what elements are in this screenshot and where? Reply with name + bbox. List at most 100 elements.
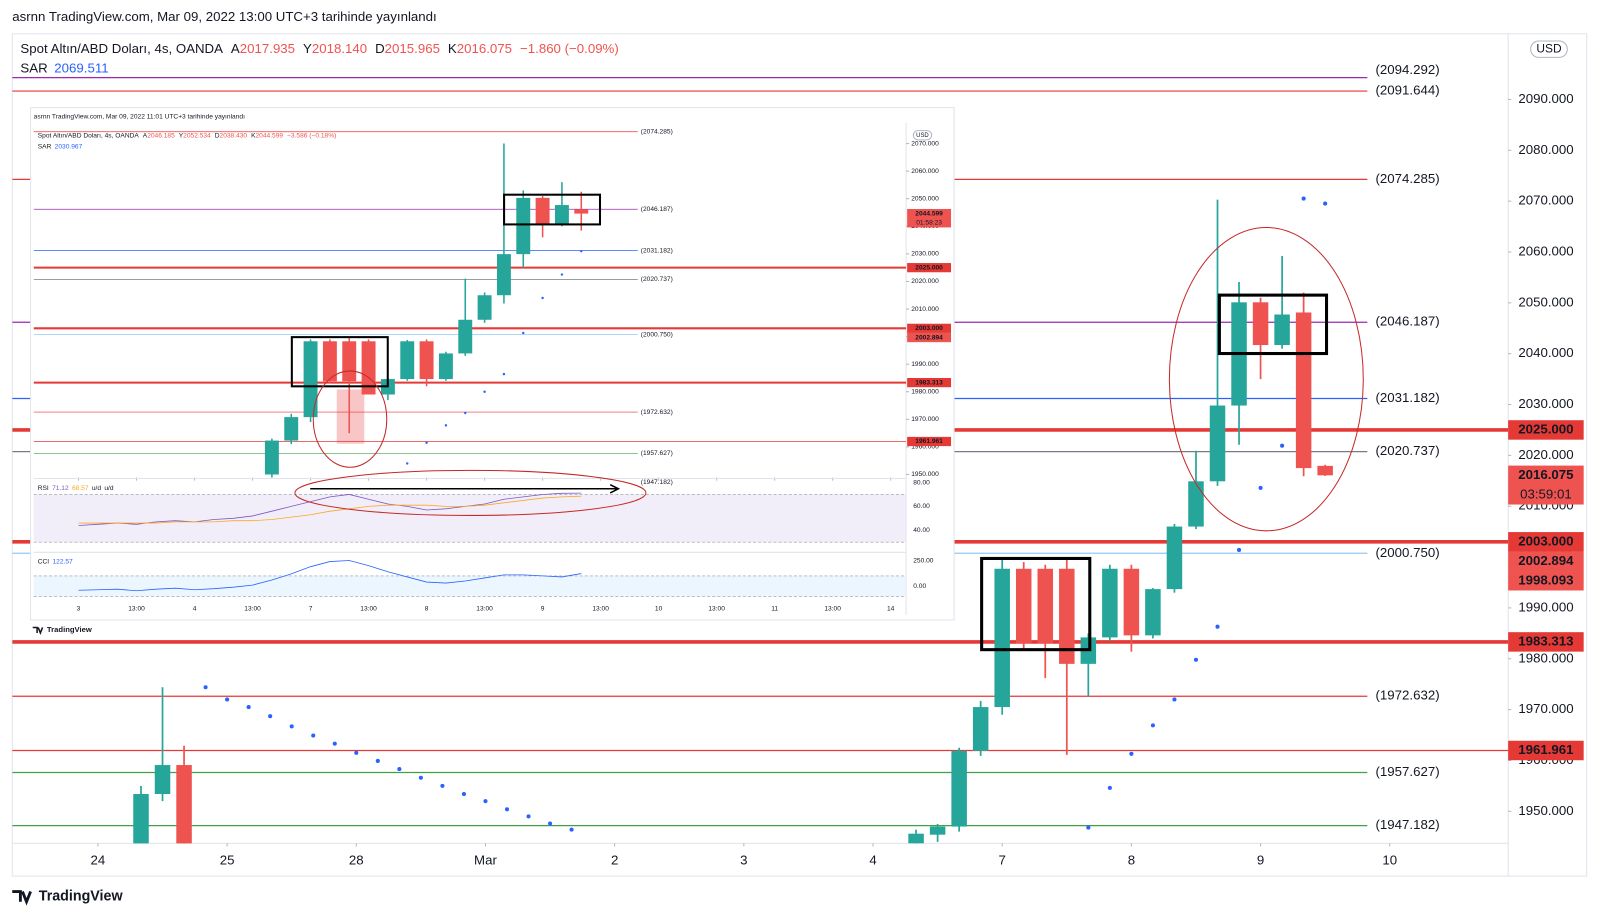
legend-item: CCI <box>38 558 50 565</box>
change: −3.586 (−0.18%) <box>287 132 336 139</box>
quote-value: 2017.935 <box>240 41 295 56</box>
quote-key: K <box>448 41 457 56</box>
x-tick-label: 9 <box>541 605 545 612</box>
candle-body <box>322 341 337 382</box>
price-tag-label: 1961.961 <box>1518 742 1574 757</box>
level-label: (1947.182) <box>1376 817 1440 832</box>
sar-dot <box>1150 723 1155 728</box>
inset-background <box>30 107 955 621</box>
candle-body <box>477 295 492 320</box>
candle-body <box>1102 568 1118 638</box>
candle-body <box>303 341 318 418</box>
y-tick-label: 1980.000 <box>1518 650 1573 665</box>
x-tick-label: 13:00 <box>476 605 493 612</box>
y-tick-label: 1980.000 <box>911 388 939 395</box>
indicator-line <box>78 492 582 526</box>
candle-body <box>133 794 149 844</box>
level-label: (2046.187) <box>641 206 673 213</box>
candle-body <box>419 341 434 380</box>
level-label: (1957.627) <box>1376 764 1440 779</box>
sar-dot <box>1258 485 1263 490</box>
sar-dot <box>289 724 294 729</box>
price-tag-timer: 01:58:23 <box>916 220 942 227</box>
arrow-head <box>609 484 621 494</box>
level-label: (2091.644) <box>1376 83 1440 98</box>
brand: TradingView <box>39 888 124 904</box>
currency-box <box>912 130 933 141</box>
symbol-line: Spot Altın/ABD Doları, 4s, OANDA A2017.93… <box>20 41 618 56</box>
x-tick-label: 4 <box>869 852 876 867</box>
sar-dot <box>461 791 466 797</box>
sar-dot <box>541 296 544 300</box>
x-tick-label: 14 <box>887 605 895 612</box>
x-tick-label: 8 <box>425 605 429 612</box>
y-tick-label: 2040.000 <box>1518 345 1573 360</box>
sar-dot <box>1236 547 1242 552</box>
price-tag <box>1508 420 1584 440</box>
x-tick-label: 3 <box>77 605 81 612</box>
quote-key: Y <box>303 41 312 56</box>
symbol: Spot Altın/ABD Doları, 4s, OANDA <box>20 41 223 56</box>
price-tag <box>1508 571 1584 591</box>
sar-name: SAR <box>20 60 47 75</box>
x-tick-label: 7 <box>309 605 313 612</box>
highlight-box <box>980 556 1092 652</box>
candle-body <box>400 341 415 380</box>
x-tick-label: 13:00 <box>824 605 841 612</box>
quote-value: 2044.599 <box>255 132 283 139</box>
highlight-ellipse <box>1168 226 1364 532</box>
price-tag-label: 1998.093 <box>1518 572 1573 587</box>
candle-body <box>1037 568 1054 644</box>
quote-value: 2018.140 <box>312 41 367 56</box>
inset-annotations <box>290 193 647 516</box>
candle-body <box>1317 465 1333 476</box>
y-tick-label: 1970.000 <box>1518 701 1573 716</box>
y-tick-label: 2050.000 <box>911 195 939 202</box>
quote-key: A <box>143 132 148 139</box>
sar-dot <box>311 733 316 738</box>
brand-logo <box>12 890 32 906</box>
y-tick-label: 2070.000 <box>1518 193 1573 208</box>
candle-body <box>264 440 279 475</box>
y-tick-label: 2030.000 <box>911 251 939 258</box>
price-tag <box>907 323 952 333</box>
sar-dot <box>246 705 251 710</box>
x-tick-label: 13:00 <box>128 605 145 612</box>
sar-dot <box>1280 443 1285 448</box>
panel-tick-label: 0.00 <box>913 583 926 590</box>
y-tick-label: 2050.000 <box>1518 294 1573 309</box>
sar-dot <box>225 697 230 702</box>
sar-dot <box>483 799 488 804</box>
quote-key: D <box>375 41 385 56</box>
price-tag-label: 1983.313 <box>915 379 943 386</box>
sar-dot <box>418 775 423 780</box>
price-tag <box>907 263 952 273</box>
level-label: (2074.285) <box>641 128 673 135</box>
sar-dot <box>1323 201 1328 206</box>
sar-name: SAR <box>38 143 52 150</box>
sar-value: 2030.967 <box>55 143 83 150</box>
candle-body <box>1166 526 1183 590</box>
y-tick-label: 2070.000 <box>911 140 939 147</box>
sar-value: 2069.511 <box>54 60 108 75</box>
level-label: (2074.285) <box>1376 171 1440 186</box>
brand: TradingView <box>47 625 92 634</box>
sar-dot <box>406 462 409 465</box>
legend-item: RSI <box>38 485 49 492</box>
level-label: (1972.632) <box>1376 688 1440 703</box>
sar-dot <box>444 424 448 427</box>
candle-body <box>496 254 511 296</box>
quote-value: 2016.075 <box>457 41 512 56</box>
quote-key: Y <box>179 132 184 139</box>
x-tick-label: 24 <box>91 852 106 867</box>
level-label: (1972.632) <box>641 409 673 416</box>
indicator-line <box>78 560 582 592</box>
price-tag <box>1508 465 1584 505</box>
x-tick-label: 10 <box>655 605 663 612</box>
price-tag-label: 2002.894 <box>915 334 943 341</box>
x-tick-label: 13:00 <box>708 605 725 612</box>
price-tag <box>1508 740 1584 761</box>
x-tick-label: 7 <box>999 852 1006 867</box>
brand-logo <box>32 626 44 636</box>
